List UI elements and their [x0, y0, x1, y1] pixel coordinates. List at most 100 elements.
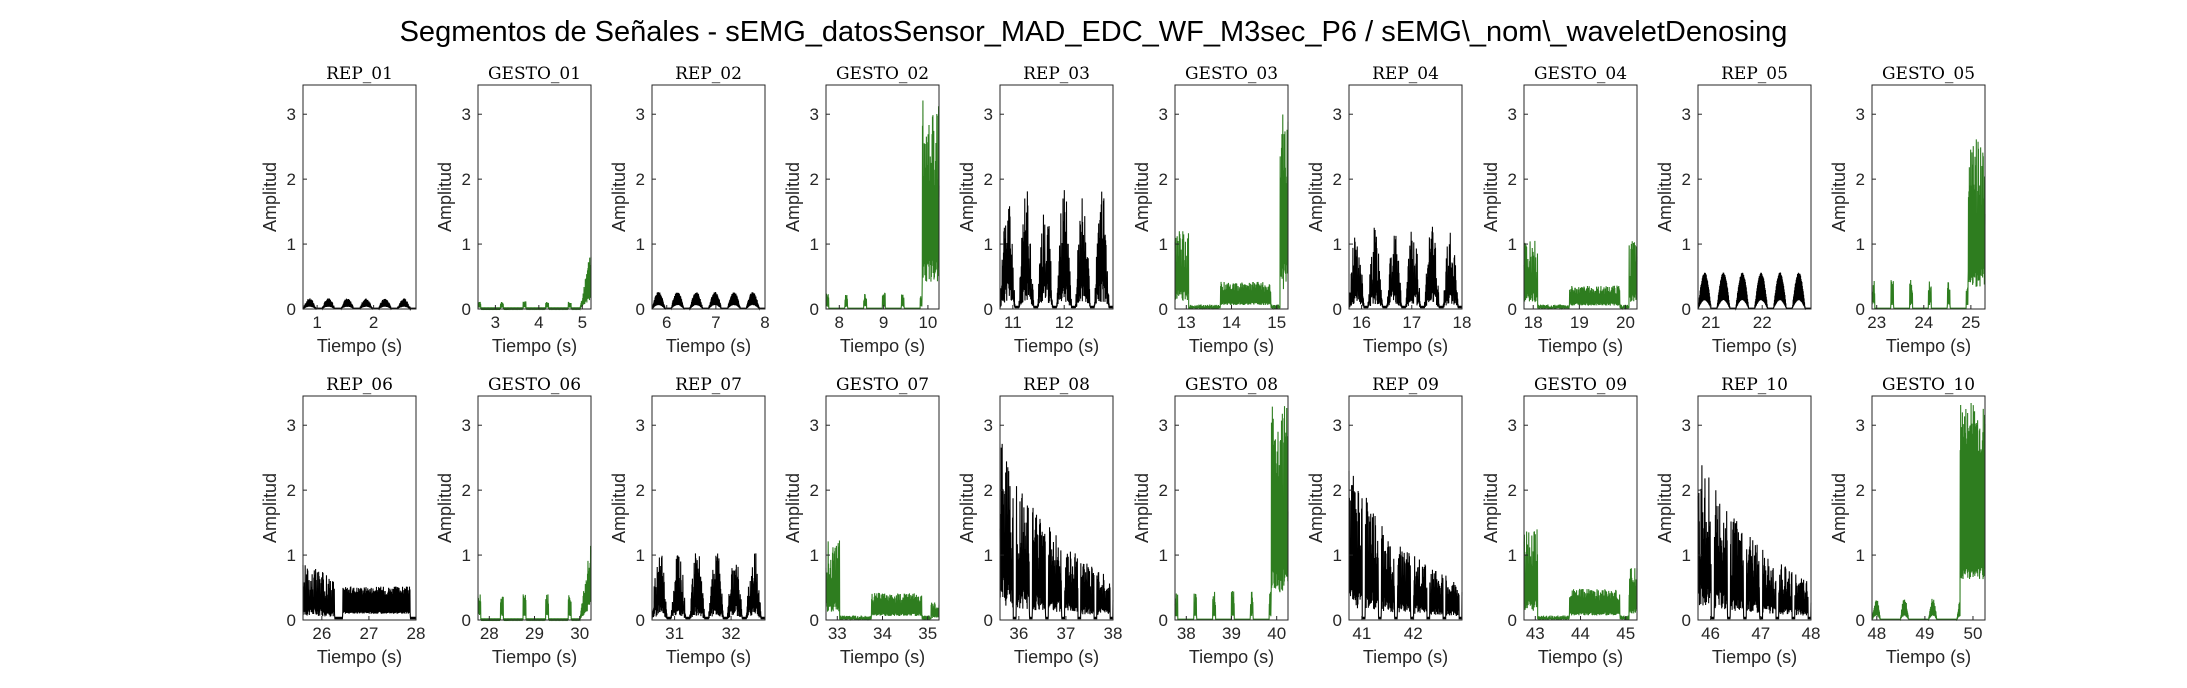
subplot-title: GESTO_07: [836, 375, 929, 395]
x-tick-label: 39: [1222, 624, 1241, 643]
x-tick-label: 8: [760, 313, 769, 332]
signal-line: [1348, 470, 1463, 620]
y-tick-label: 2: [984, 481, 993, 500]
y-tick-label: 2: [984, 170, 993, 189]
x-tick-label: 11: [1004, 313, 1022, 332]
x-axis-label: Tiempo (s): [666, 336, 751, 356]
x-tick-label: 4: [534, 313, 543, 332]
y-tick-label: 3: [1159, 416, 1168, 435]
axes-box: [302, 84, 417, 310]
y-tick-label: 3: [810, 416, 819, 435]
y-tick-label: 2: [810, 481, 819, 500]
y-tick-label: 1: [1333, 235, 1342, 254]
x-tick-label: 49: [1915, 624, 1934, 643]
y-tick-label: 1: [984, 546, 993, 565]
y-tick-label: 2: [462, 170, 471, 189]
x-tick-label: 22: [1753, 313, 1772, 332]
subplot-title: REP_01: [326, 64, 393, 84]
y-tick-label: 1: [1159, 546, 1168, 565]
subplot-title: REP_06: [326, 375, 393, 395]
y-tick-label: 1: [810, 546, 819, 565]
y-axis-label: Amplitud: [783, 473, 803, 543]
y-axis-label: Amplitud: [435, 473, 455, 543]
signal-line: [825, 540, 940, 622]
x-tick-label: 38: [1104, 624, 1123, 643]
x-tick-label: 26: [312, 624, 331, 643]
y-tick-label: 1: [1508, 546, 1517, 565]
x-tick-label: 9: [879, 313, 888, 332]
y-tick-label: 2: [636, 481, 645, 500]
x-tick-label: 35: [918, 624, 937, 643]
subplot-title: REP_08: [1023, 375, 1090, 395]
signal-line: [999, 443, 1114, 620]
x-axis-label: Tiempo (s): [840, 336, 925, 356]
axes-box: [1348, 395, 1463, 621]
y-tick-label: 3: [1508, 416, 1517, 435]
y-tick-label: 2: [1682, 170, 1691, 189]
x-tick-label: 48: [1802, 624, 1821, 643]
subplot-gesto-07: 33 34 35 0 1 2 3 GESTO_07 Tiempo (s) Amplitud: [783, 375, 940, 667]
x-axis-label: Tiempo (s): [1014, 647, 1099, 667]
subplot-title: REP_05: [1721, 64, 1788, 84]
y-tick-label: 3: [1856, 416, 1865, 435]
subplot-title: GESTO_09: [1534, 375, 1627, 395]
subplot-title: GESTO_06: [488, 375, 581, 395]
subplot-title: GESTO_05: [1882, 64, 1975, 84]
signal-line: [1174, 406, 1289, 620]
x-tick-label: 2: [369, 313, 378, 332]
y-tick-label: 0: [1333, 300, 1342, 319]
y-tick-label: 3: [984, 105, 993, 124]
y-axis-label: Amplitud: [1829, 473, 1849, 543]
x-axis-label: Tiempo (s): [317, 336, 402, 356]
y-tick-label: 0: [287, 611, 296, 630]
y-tick-label: 0: [1856, 300, 1865, 319]
x-tick-label: 8: [835, 313, 844, 332]
x-tick-label: 30: [570, 624, 589, 643]
x-axis-label: Tiempo (s): [1538, 647, 1623, 667]
y-axis-label: Amplitud: [1306, 162, 1326, 232]
y-tick-label: 0: [1856, 611, 1865, 630]
subplot-rep-09: 41 42 0 1 2 3 REP_09 Tiempo (s) Amplitud: [1306, 375, 1463, 667]
y-tick-label: 2: [1508, 170, 1517, 189]
y-tick-label: 0: [1159, 611, 1168, 630]
subplot-rep-02: 6 7 8 0 1 2 3 REP_02 Tiempo (s) Amplitud: [609, 64, 770, 356]
x-tick-label: 46: [1701, 624, 1720, 643]
subplot-gesto-04: 18 19 20 0 1 2 3 GESTO_04 Tiempo (s) Amplitud: [1481, 64, 1638, 356]
y-tick-label: 1: [636, 546, 645, 565]
signal-line: [1523, 240, 1638, 311]
x-tick-label: 34: [873, 624, 892, 643]
y-tick-label: 1: [287, 235, 296, 254]
y-tick-label: 2: [462, 481, 471, 500]
y-axis-label: Amplitud: [1132, 473, 1152, 543]
y-tick-label: 1: [810, 235, 819, 254]
x-tick-label: 42: [1404, 624, 1423, 643]
y-tick-label: 3: [1508, 105, 1517, 124]
y-axis-label: Amplitud: [1481, 162, 1501, 232]
x-axis-label: Tiempo (s): [1538, 336, 1623, 356]
y-tick-label: 0: [810, 611, 819, 630]
y-tick-label: 0: [636, 611, 645, 630]
x-tick-label: 33: [828, 624, 847, 643]
x-axis-label: Tiempo (s): [666, 647, 751, 667]
y-tick-label: 2: [287, 170, 296, 189]
y-tick-label: 2: [1333, 481, 1342, 500]
x-axis-label: Tiempo (s): [1363, 336, 1448, 356]
y-tick-label: 2: [1159, 170, 1168, 189]
x-tick-label: 19: [1570, 313, 1589, 332]
x-tick-label: 5: [578, 313, 587, 332]
axes-box: [477, 84, 592, 310]
y-tick-label: 0: [287, 300, 296, 319]
y-tick-label: 0: [1682, 611, 1691, 630]
x-tick-label: 28: [480, 624, 499, 643]
x-tick-label: 28: [407, 624, 426, 643]
x-tick-label: 32: [722, 624, 741, 643]
subplot-title: GESTO_08: [1185, 375, 1278, 395]
subplot-gesto-01: 3 4 5 0 1 2 3 GESTO_01 Tiempo (s) Amplitud: [435, 64, 592, 356]
x-tick-label: 24: [1914, 313, 1933, 332]
y-tick-label: 3: [636, 416, 645, 435]
x-tick-label: 45: [1616, 624, 1635, 643]
x-tick-label: 44: [1571, 624, 1590, 643]
x-tick-label: 37: [1056, 624, 1075, 643]
